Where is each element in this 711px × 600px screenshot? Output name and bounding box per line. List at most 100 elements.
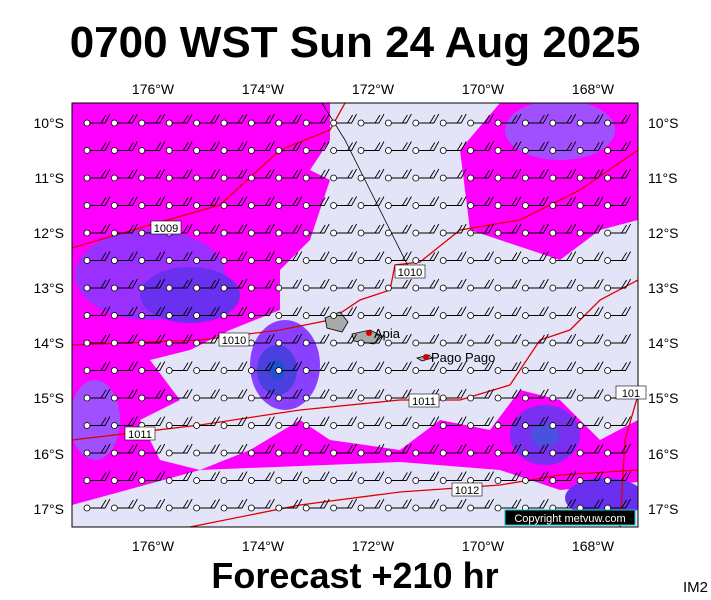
wind-barb: [306, 416, 330, 426]
wind-barb: [607, 251, 631, 261]
wind-barb: [470, 388, 494, 399]
station: [275, 284, 283, 292]
station: [111, 312, 118, 319]
station: [302, 422, 310, 429]
lon-label: 168°W: [572, 538, 615, 554]
wind-barb: [114, 306, 138, 316]
station: [549, 449, 557, 457]
station: [330, 477, 338, 484]
station: [604, 174, 611, 182]
isobar-label-box: [408, 393, 440, 408]
isobar-label: 1011: [412, 396, 436, 408]
image-code: IM2: [683, 579, 708, 596]
wind-barb: [443, 388, 467, 399]
station: [357, 449, 365, 457]
station: [576, 367, 584, 374]
wind-barb: [388, 251, 412, 261]
wind-barb: [607, 361, 631, 371]
station: [138, 477, 146, 484]
wind-barb: [361, 141, 385, 151]
station: [247, 394, 255, 402]
wind-barb: [278, 223, 303, 234]
wind-barb: [552, 361, 577, 371]
station: [384, 504, 392, 512]
wind-barb: [169, 141, 193, 151]
station: [275, 174, 283, 182]
station: [357, 257, 365, 264]
wind-barb: [251, 141, 275, 151]
wind-barb: [470, 113, 494, 124]
station: [138, 284, 146, 292]
station: [275, 202, 283, 209]
station: [467, 367, 475, 374]
wind-barb: [498, 333, 522, 344]
wind-barb: [278, 498, 303, 509]
wind-barb: [388, 141, 412, 151]
station: [138, 147, 146, 154]
station: [357, 422, 365, 429]
station: [220, 312, 228, 319]
wind-barb: [114, 388, 138, 399]
wind-barb: [525, 278, 549, 289]
wind-barb: [388, 306, 412, 316]
station: [412, 477, 420, 484]
isobar-label: 1011: [128, 429, 152, 441]
station: [220, 504, 228, 512]
wind-barb: [141, 141, 166, 151]
wind-barb: [114, 168, 138, 179]
wind-barb: [333, 141, 357, 151]
wind-barb: [552, 196, 577, 206]
wind-barb: [470, 361, 494, 371]
wind-barb: [443, 333, 467, 344]
station: [412, 504, 420, 512]
wind-barb: [87, 388, 111, 399]
wind-barb: [169, 113, 193, 124]
wind-barb: [580, 141, 604, 151]
wind-barb: [306, 113, 330, 124]
wind-barb: [251, 361, 275, 371]
station: [193, 477, 201, 484]
station: [384, 422, 392, 429]
wind-barb: [388, 388, 412, 399]
place-dot: [423, 354, 429, 360]
wind-barb: [224, 388, 248, 399]
wind-barb: [498, 471, 522, 481]
station: [412, 202, 420, 209]
station: [220, 119, 228, 127]
wind-barb: [141, 471, 166, 481]
wind-barb: [87, 416, 111, 426]
station: [247, 229, 255, 237]
station: [522, 394, 529, 402]
station: [83, 174, 91, 182]
station: [220, 422, 228, 429]
wind-barb: [114, 416, 138, 426]
lat-label: 16°S: [33, 446, 64, 462]
wind-barb: [333, 471, 357, 481]
wind-barb: [278, 306, 303, 316]
station: [165, 449, 173, 457]
wind-barb: [415, 223, 440, 234]
station: [439, 257, 447, 264]
station: [330, 202, 338, 209]
wind-barb: [552, 333, 577, 344]
wind-barb: [196, 223, 220, 234]
isobar-label: 1009: [154, 223, 178, 235]
station: [576, 449, 584, 457]
station: [549, 422, 557, 429]
station: [111, 284, 118, 292]
station: [111, 394, 118, 402]
wind-barb: [114, 443, 138, 454]
station: [549, 284, 557, 292]
wind-barb: [169, 196, 193, 206]
wind-barb: [361, 196, 385, 206]
wind-barb: [169, 443, 193, 454]
wind-barb: [141, 113, 166, 124]
station: [439, 147, 447, 154]
wind-barb: [251, 306, 275, 316]
wind-barb: [443, 361, 467, 371]
isobar-label-box: [451, 482, 483, 497]
wind-barb: [607, 168, 631, 179]
wind-barb: [388, 471, 412, 481]
wind-barb: [141, 196, 166, 206]
station: [275, 477, 283, 484]
